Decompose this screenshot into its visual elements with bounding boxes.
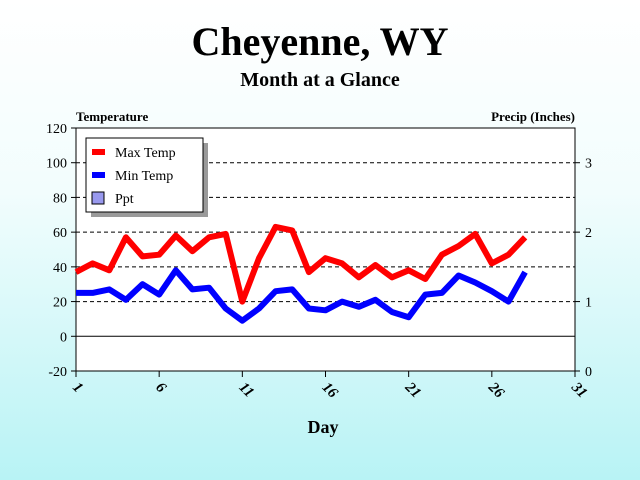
legend-swatch-min-temp [92,172,105,178]
axes [71,127,580,377]
min-temp-line [76,267,528,324]
legend-label-max-temp: Max Temp [115,146,176,161]
y2-tick-label: 3 [585,157,592,172]
y-tick-label: 100 [46,157,67,172]
y2-tick-label: 0 [585,365,592,380]
y-tick-label: 60 [53,226,67,241]
chart-title: Cheyenne, WY [191,19,448,64]
legend-swatch-max-temp [92,149,105,155]
x-tick-label: 21 [401,379,424,402]
max-temp-line [74,223,528,305]
x-tick-label: 11 [236,380,257,401]
y-tick-label: -20 [48,365,67,380]
x-axis-label: Day [308,417,339,437]
y2-tick-label: 2 [585,226,592,241]
y-tick-label: 0 [60,330,67,345]
y-tick-label: 20 [53,296,67,311]
right-axis-label: Precip (Inches) [491,109,575,124]
y-tick-label: 120 [46,122,67,137]
legend-label-min-temp: Min Temp [115,169,173,184]
series-lines [74,223,528,324]
y-tick-label: 80 [53,191,67,206]
legend: Max Temp Min Temp Ppt [85,137,208,217]
x-tick-label: 1 [69,380,86,397]
x-tick-label: 26 [484,379,507,402]
y2-tick-label: 1 [585,296,592,311]
gridlines [76,162,575,337]
x-tick-label: 16 [319,380,341,402]
x-tick-label: 6 [152,380,169,397]
left-axis-label: Temperature [76,109,148,124]
legend-swatch-ppt [91,191,105,205]
x-tick-label: 31 [567,379,590,402]
chart-subtitle: Month at a Glance [240,69,400,91]
legend-label-ppt: Ppt [115,192,134,207]
legend-box [85,137,204,213]
y-tick-label: 40 [53,261,67,276]
